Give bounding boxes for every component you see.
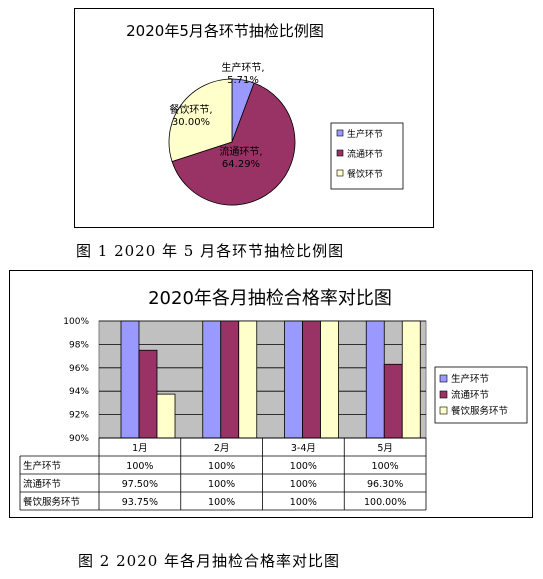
bar-chart-frame: 2020年各月抽检合格率对比图 90% 92% 94% 96% 98% 100% 1月 2月… [9,270,533,518]
pie-data-label-2: 餐饮环节, 30.00% [169,103,212,128]
table-cell: 100% [208,461,235,472]
bar-category-label: 5月 [377,443,393,454]
table-cell: 100% [290,497,317,508]
pie-chart-title: 2020年5月各环节抽检比例图 [126,22,324,40]
pie-legend-swatch-0 [336,129,344,137]
table-cell: 97.50% [122,479,158,490]
bar-0-2 [156,393,176,439]
bar-legend-swatch-1 [439,390,448,399]
table-row-header: 生产环节 [23,460,61,472]
bar-legend-box [434,366,528,424]
table-cell: 96.30% [367,479,403,490]
bar-3-1 [383,363,403,439]
table-cell: 100% [290,479,317,490]
bar-3-2 [401,320,421,439]
bar-chart: 2020年各月抽检合格率对比图 90% 92% 94% 96% 98% 100% 1月 2月… [19,288,528,511]
bar-category-label: 1月 [132,443,148,454]
pie-slice-1 [171,82,296,206]
bar-legend-swatch-0 [439,374,448,383]
bar-legend-label-1: 流通环节 [451,389,489,401]
pie-data-label-1: 流通环节, 64.29% [219,145,262,170]
table-cell: 93.75% [122,497,158,508]
bar-1-2 [238,320,258,439]
table-cell: 100% [290,461,317,472]
pie-chart-frame: 2020年5月各环节抽检比例图 生产环节, 5.71% 流通环节, 64.29% 餐饮环… [74,8,434,228]
bar-1-1 [220,320,240,439]
bar-ytick-label: 98% [69,340,89,350]
table-cell: 100% [208,497,235,508]
bar-chart-title: 2020年各月抽检合格率对比图 [148,288,392,309]
pie-legend-swatch-2 [336,169,344,177]
bar-2-1 [302,320,321,439]
bar-0-1 [138,349,158,439]
figure-1-caption: 图 1 2020 年 5 月各环节抽检比例图 [76,242,345,260]
pie-legend-box [330,122,404,190]
bar-ytick-label: 94% [69,387,89,397]
pie-legend-swatch-1 [336,149,344,157]
bar-2-0 [284,320,303,439]
pie-chart: 2020年5月各环节抽检比例图 生产环节, 5.71% 流通环节, 64.29% 餐饮环… [126,22,404,206]
table-cell: 100.00% [364,497,406,508]
table-cell: 100% [126,461,153,472]
bar-ytick-label: 96% [69,364,89,374]
pie-data-label-0: 生产环节, 5.71% [221,61,264,86]
table-row-header: 餐饮服务环节 [23,496,80,508]
bar-ytick-label: 100% [63,317,89,327]
bar-legend-label-2: 餐饮服务环节 [451,405,508,417]
bar-0-0 [120,320,140,439]
table-cell: 100% [208,479,235,490]
bar-legend-swatch-2 [439,406,448,415]
bar-1-0 [202,320,222,439]
bar-legend-label-0: 生产环节 [451,373,489,385]
pie-legend-label-1: 流通环节 [347,148,383,160]
pie-slice-2 [168,78,233,162]
table-row-header: 流通环节 [23,478,61,490]
bar-category-label: 3-4月 [291,443,316,454]
bar-ytick-label: 90% [69,434,89,444]
table-cell: 100% [372,461,399,472]
figure-2-caption: 图 2 2020 年各月抽检合格率对比图 [78,552,341,570]
bar-ytick-label: 92% [69,411,89,421]
bar-category-label: 2月 [214,443,230,454]
bar-2-2 [320,320,339,439]
bar-3-0 [365,320,385,439]
pie-legend-label-0: 生产环节 [347,128,383,140]
pie-legend-label-2: 餐饮环节 [347,168,383,180]
